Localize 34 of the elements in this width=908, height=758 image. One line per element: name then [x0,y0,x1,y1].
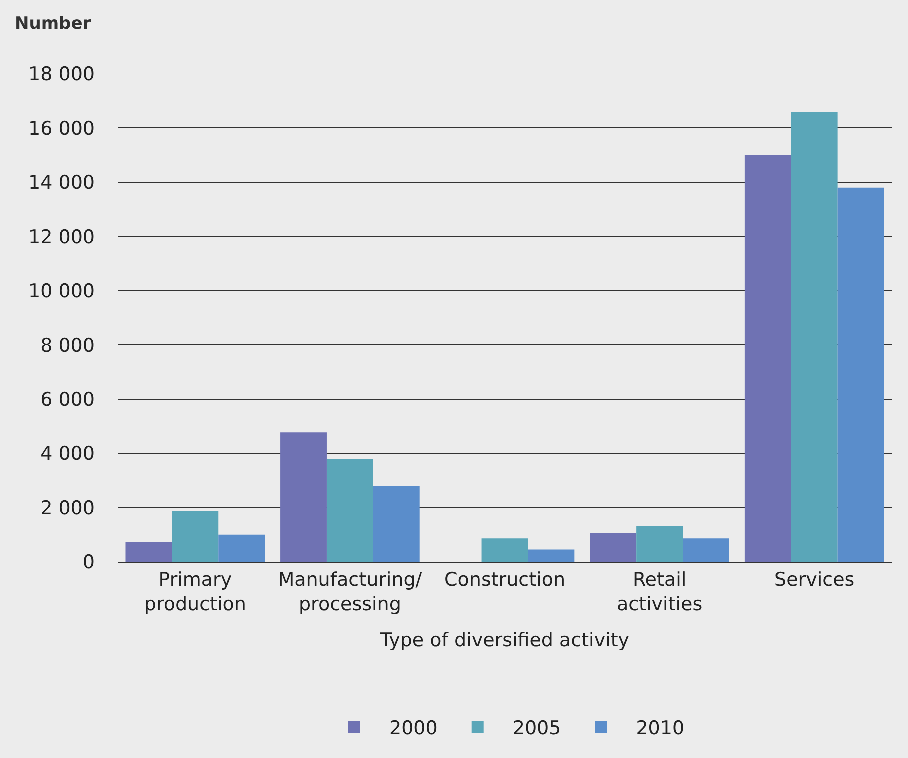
legend-label: 2005 [512,718,562,740]
x-tick-label: Retail activities [616,568,703,616]
bar [172,511,219,562]
y-tick-label: 10 000 [28,280,95,303]
x-tick-label: Services [774,568,855,591]
y-tick-label: 12 000 [28,226,95,248]
bar [280,432,327,562]
bar [744,155,792,562]
x-tick-label: Primary production [144,568,246,616]
bar [791,112,838,562]
legend-label: 2000 [390,718,438,740]
y-tick-label: 0 [82,552,95,574]
bar [373,486,420,562]
x-tick-label: Construction [444,568,566,591]
bar [590,532,637,562]
bar [482,538,528,562]
bar [636,526,684,562]
y-tick-label: 14 000 [28,172,95,194]
bar [126,542,172,562]
y-axis-title: Number [15,14,92,34]
y-tick-label: 18 000 [28,64,95,86]
bar [218,534,266,562]
y-tick-label: 6 000 [40,388,95,411]
x-tick-label: Manufacturing/ processing [278,568,423,616]
bar [683,538,730,562]
bar [528,550,575,562]
bar [326,458,374,562]
bar [838,188,884,562]
y-tick-label: 2 000 [40,497,95,520]
legend-label: 2010 [636,718,685,740]
y-tick-label: 4 000 [40,443,95,466]
x-axis-title: Type of diversified activity [379,629,630,652]
y-tick-label: 16 000 [28,118,95,140]
y-tick-label: 8 000 [40,334,95,357]
